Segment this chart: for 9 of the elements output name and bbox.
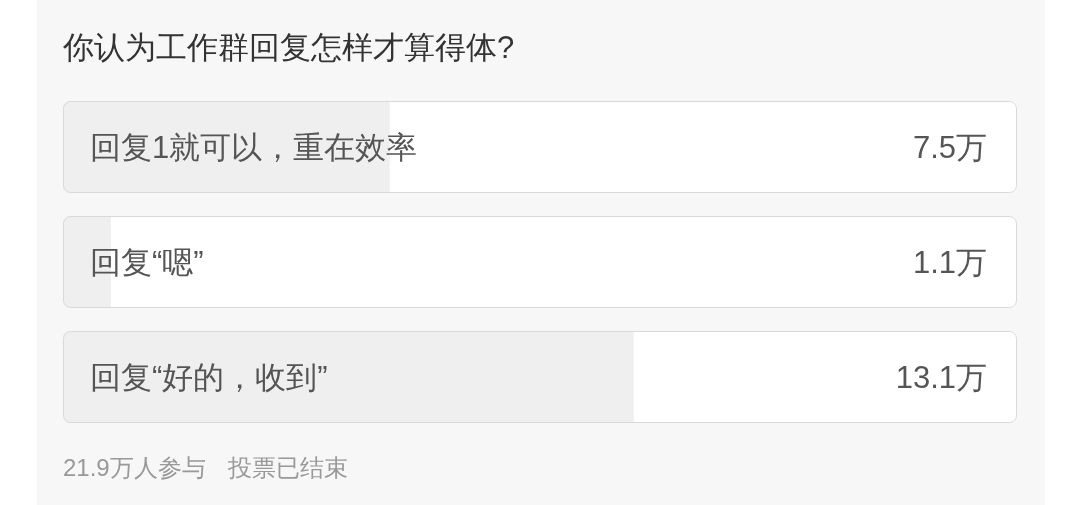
category: 回复“嗯” (90, 244, 204, 280)
title: 你认为工作群回复怎样才算得体? (63, 30, 515, 65)
value-label: 13.1万 (895, 359, 987, 395)
annotation: 21.9万人参与 (63, 454, 206, 481)
category: 回复1就可以，重在效率 (90, 129, 418, 165)
value-label: 1.1万 (912, 244, 987, 280)
value-label: 7.5万 (912, 129, 987, 165)
category: 回复“好的，收到” (90, 359, 328, 395)
annotation: 投票已结束 (227, 454, 348, 481)
